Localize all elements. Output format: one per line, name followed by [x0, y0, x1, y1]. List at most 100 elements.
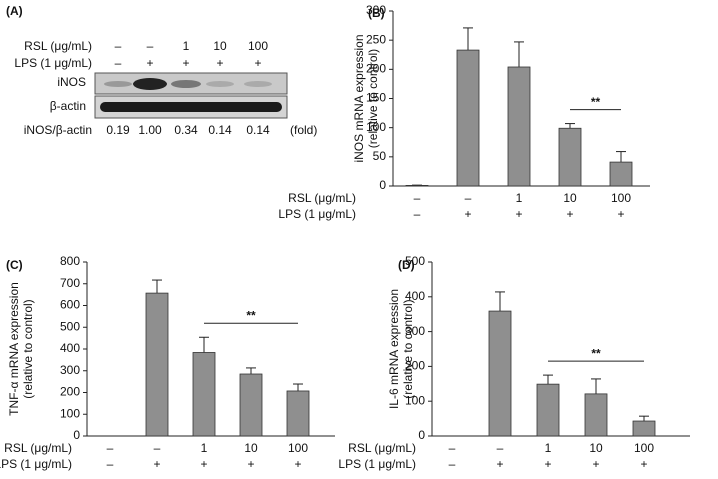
x-tick-label: 10 — [563, 191, 577, 205]
x-tick-label: 100 — [288, 441, 308, 455]
x-tick-label: 1 — [516, 191, 523, 205]
x-tick-label: + — [640, 457, 647, 471]
x-tick-label: 10 — [589, 441, 603, 455]
y-tick-label: 100 — [60, 406, 80, 420]
x-tick-label: + — [294, 457, 301, 471]
x-tick-label: + — [496, 457, 503, 471]
x-tick-label: + — [544, 457, 551, 471]
bar — [584, 393, 608, 437]
bar — [286, 390, 310, 437]
row-label: RSL (μg/mL) — [24, 39, 92, 53]
x-tick-label: + — [247, 457, 254, 471]
panel-label: (B) — [368, 6, 385, 20]
x-tick-label: 10 — [244, 441, 258, 455]
bar — [145, 292, 169, 437]
x-tick-label: – — [414, 207, 421, 221]
x-row-label: LPS (1 μg/mL) — [278, 207, 356, 221]
band-label: iNOS — [57, 75, 86, 89]
x-tick-label: 100 — [634, 441, 654, 455]
x-row-label: RSL (μg/mL) — [4, 441, 72, 455]
band-label: β-actin — [50, 99, 86, 113]
y-tick-label: 400 — [405, 289, 425, 303]
y-tick-label: 150 — [366, 91, 386, 105]
x-tick-label: 100 — [611, 191, 631, 205]
bar — [609, 161, 633, 187]
x-tick-label: + — [515, 207, 522, 221]
x-tick-label: + — [592, 457, 599, 471]
ratio-value: 1.00 — [138, 123, 162, 137]
bar — [632, 420, 656, 437]
y-tick-label: 300 — [366, 3, 386, 17]
x-row-label: RSL (μg/mL) — [348, 441, 416, 455]
lane-label: + — [216, 56, 223, 70]
y-axis-label: IL-6 mRNA expression — [387, 289, 401, 409]
x-tick-label: – — [107, 441, 114, 455]
ratio-value: 0.19 — [106, 123, 130, 137]
significance-label: ** — [246, 308, 256, 322]
y-tick-label: 300 — [405, 324, 425, 338]
significance-label: ** — [591, 95, 601, 109]
bar — [536, 383, 560, 437]
lane-label: – — [115, 39, 122, 53]
x-tick-label: – — [449, 441, 456, 455]
y-tick-label: 250 — [366, 32, 386, 46]
y-tick-label: 500 — [60, 319, 80, 333]
x-tick-label: 1 — [545, 441, 552, 455]
lane-label: + — [146, 56, 153, 70]
x-tick-label: – — [465, 191, 472, 205]
x-tick-label: 1 — [201, 441, 208, 455]
y-axis-label: (relative to control) — [366, 49, 380, 148]
y-axis-label: TNF-α mRNA expression — [7, 282, 21, 416]
bar — [558, 127, 582, 187]
lane-label: – — [147, 39, 154, 53]
panel-label: (D) — [398, 258, 415, 272]
y-tick-label: 0 — [379, 178, 386, 192]
significance-label: ** — [591, 346, 601, 360]
y-tick-label: 200 — [405, 359, 425, 373]
y-tick-label: 100 — [405, 393, 425, 407]
y-tick-label: 500 — [405, 254, 425, 268]
y-tick-label: 300 — [60, 363, 80, 377]
y-axis-label: (relative to control) — [21, 299, 35, 398]
x-tick-label: + — [464, 207, 471, 221]
ratio-value: 0.14 — [246, 123, 270, 137]
y-tick-label: 700 — [60, 276, 80, 290]
ratio-value: 0.14 — [208, 123, 232, 137]
y-tick-label: 600 — [60, 298, 80, 312]
y-axis-label: (relative to control) — [401, 299, 415, 398]
lane-label: – — [115, 56, 122, 70]
bar — [239, 373, 263, 437]
bar — [192, 352, 216, 437]
ratio-value: 0.34 — [174, 123, 198, 137]
lane-label: + — [254, 56, 261, 70]
bar — [456, 49, 480, 187]
ratio-label: iNOS/β-actin — [24, 123, 92, 137]
lane-label: 10 — [213, 39, 227, 53]
y-tick-label: 200 — [60, 385, 80, 399]
y-tick-label: 50 — [373, 149, 387, 163]
bar — [488, 310, 512, 437]
panel-label: (C) — [6, 258, 23, 272]
y-tick-label: 0 — [73, 428, 80, 442]
y-tick-label: 200 — [366, 62, 386, 76]
lane-label: 100 — [248, 39, 268, 53]
x-tick-label: – — [154, 441, 161, 455]
x-tick-label: – — [497, 441, 504, 455]
panel-label: (A) — [6, 4, 23, 18]
y-tick-label: 400 — [60, 341, 80, 355]
x-tick-label: – — [449, 457, 456, 471]
y-axis-label: iNOS mRNA expression — [352, 34, 366, 162]
lane-label: 1 — [183, 39, 190, 53]
x-row-label: RSL (μg/mL) — [288, 191, 356, 205]
x-tick-label: – — [414, 191, 421, 205]
y-tick-label: 100 — [366, 120, 386, 134]
y-tick-label: 0 — [418, 428, 425, 442]
y-tick-label: 800 — [60, 254, 80, 268]
x-tick-label: + — [153, 457, 160, 471]
x-row-label: LPS (1 μg/mL) — [338, 457, 416, 471]
bar — [507, 66, 531, 187]
x-tick-label: + — [200, 457, 207, 471]
x-row-label: LPS (1 μg/mL) — [0, 457, 72, 471]
x-tick-label: + — [566, 207, 573, 221]
